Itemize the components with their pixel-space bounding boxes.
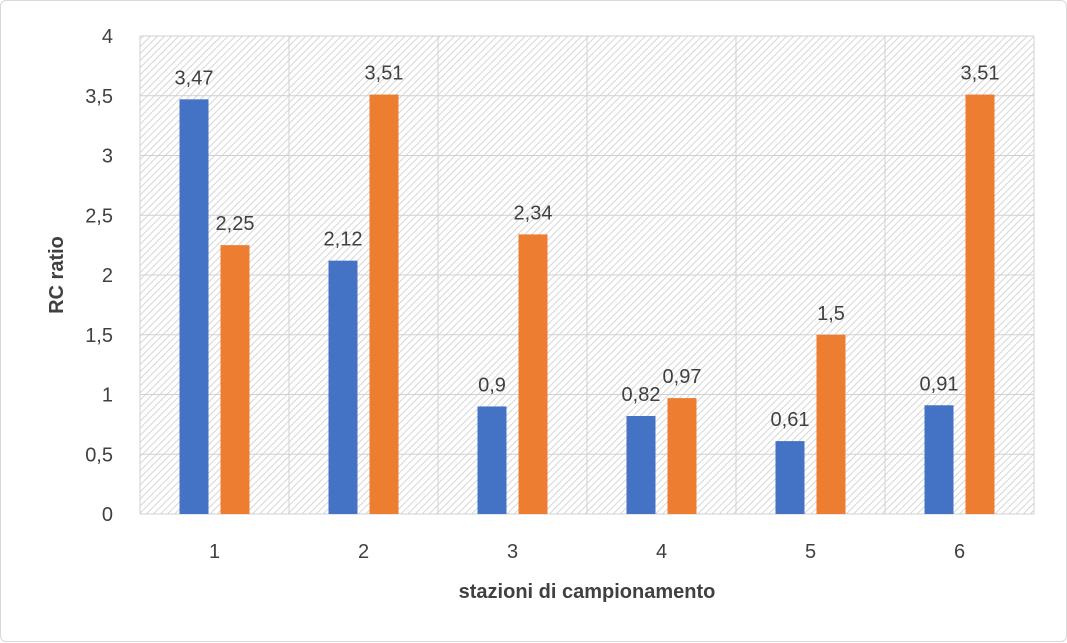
y-tick-label: 2	[102, 265, 113, 287]
x-axis-title: stazioni di campionamento	[459, 581, 716, 603]
y-tick-label: 2,5	[85, 205, 113, 227]
data-label: 0,9	[478, 374, 506, 396]
x-tick-label: 5	[805, 541, 816, 563]
data-label: 0,91	[920, 373, 959, 395]
data-label: 0,61	[771, 409, 810, 431]
y-tick-label: 3,5	[85, 86, 113, 108]
data-label: 3,51	[961, 63, 1000, 85]
x-tick-label: 2	[358, 541, 369, 563]
data-label: 2,12	[324, 229, 363, 251]
data-label: 2,34	[514, 202, 553, 224]
y-tick-label: 3	[102, 146, 113, 168]
data-label: 1,5	[817, 303, 845, 325]
data-label: 3,47	[175, 67, 214, 89]
y-tick-label: 0	[102, 504, 113, 526]
y-tick-label: 1	[102, 385, 113, 407]
x-tick-label: 6	[954, 541, 965, 563]
bar-series1-cat4	[626, 416, 656, 514]
y-axis-title: RC ratio	[46, 236, 68, 314]
x-tick-label: 4	[656, 541, 667, 563]
y-tick-label: 4	[102, 26, 113, 48]
bar-series2-cat5	[816, 334, 846, 514]
bar-series1-cat3	[477, 406, 507, 514]
bar-series1-cat6	[924, 405, 954, 514]
bar-series2-cat2	[369, 94, 399, 515]
y-tick-label: 0,5	[85, 444, 113, 466]
data-label: 0,82	[622, 384, 661, 406]
bar-series1-cat1	[179, 99, 209, 515]
bar-series2-cat3	[518, 234, 548, 514]
data-label: 0,97	[663, 366, 702, 388]
data-label: 2,25	[216, 213, 255, 235]
data-label: 3,51	[365, 63, 404, 85]
x-tick-label: 3	[507, 541, 518, 563]
bar-series2-cat4	[667, 398, 697, 514]
bar-series2-cat1	[220, 245, 250, 514]
bar-series1-cat2	[328, 260, 358, 514]
bar-series1-cat5	[775, 441, 805, 514]
y-tick-label: 1,5	[85, 325, 113, 347]
bar-series2-cat6	[965, 94, 995, 515]
x-tick-label: 1	[209, 541, 220, 563]
